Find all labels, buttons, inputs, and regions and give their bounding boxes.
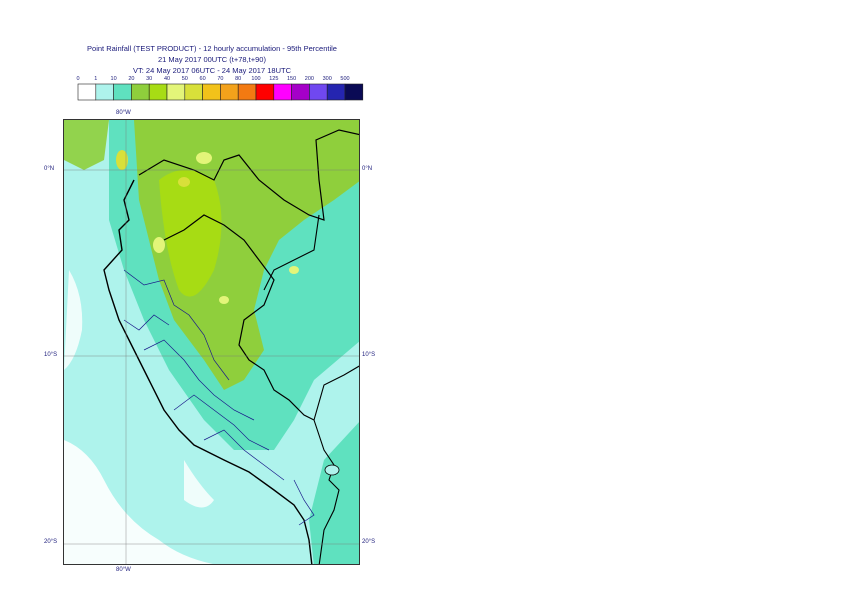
border-peru-bolivia <box>313 419 340 564</box>
dry-patch-coast <box>184 460 214 508</box>
legend-swatch <box>326 83 346 101</box>
legend-swatch <box>309 83 328 101</box>
coastline <box>103 179 313 564</box>
legend-swatch <box>148 83 168 101</box>
legend-label: 0 <box>76 76 79 82</box>
legend-swatch <box>291 83 310 101</box>
lon-label-top: 80°W <box>116 110 131 116</box>
map-title: Point Rainfall (TEST PRODUCT) - 12 hourl… <box>87 44 337 53</box>
base-time: 21 May 2017 00UTC (t+78,t+90) <box>158 55 266 64</box>
legend-swatch <box>344 83 364 101</box>
lake <box>324 464 340 476</box>
legend-label: 300 <box>323 76 332 82</box>
border-colombia-peru <box>263 214 320 291</box>
rain-spot <box>153 237 165 253</box>
rain-spot <box>219 296 229 304</box>
lat-label-left: 0°N <box>44 166 55 172</box>
legend-swatch <box>95 83 114 101</box>
border-brazil <box>313 365 359 421</box>
regional-boundary <box>293 479 315 526</box>
rain-spot <box>178 177 190 187</box>
legend-label: 1 <box>94 76 97 82</box>
legend-label: 60 <box>200 76 206 82</box>
legend-swatch <box>77 83 97 101</box>
legend-label: 70 <box>217 76 223 82</box>
rain-band-heavy <box>159 170 222 297</box>
legend-swatch <box>184 83 203 101</box>
legend-label: 50 <box>182 76 188 82</box>
rain-spot <box>196 152 212 164</box>
valid-time: VT: 24 May 2017 06UTC - 24 May 2017 18UT… <box>133 66 291 75</box>
rain-spot <box>289 266 299 274</box>
border-ecuador-colombia <box>138 129 359 221</box>
legend-swatch <box>220 83 239 101</box>
legend-label: 150 <box>287 76 296 82</box>
dry-patch-west <box>64 270 83 370</box>
legend-swatch <box>255 83 275 101</box>
legend-label: 30 <box>146 76 152 82</box>
rainfall-legend: 0 1 10 20 30 40 50 60 70 80 100 125 150 200 300 500 <box>76 76 364 101</box>
border-peru-north <box>163 214 315 421</box>
dry-patch-south <box>64 440 214 564</box>
regional-boundary <box>203 429 285 481</box>
lon-label-bottom: 80°W <box>116 567 131 573</box>
regional-boundary <box>143 339 255 421</box>
legend-label: 500 <box>340 76 349 82</box>
legend-label: 200 <box>305 76 314 82</box>
legend-label: 80 <box>235 76 241 82</box>
regional-boundary <box>173 394 270 451</box>
lat-label-right: 10°S <box>362 352 376 358</box>
map-frame <box>63 119 360 565</box>
legend-label: 20 <box>128 76 134 82</box>
legend-swatch <box>237 83 257 101</box>
lat-label-right: 0°N <box>362 166 373 172</box>
legend-swatch <box>113 83 132 101</box>
legend-label: 125 <box>269 76 278 82</box>
legend-label: 100 <box>251 76 260 82</box>
lat-label-left: 10°S <box>44 352 58 358</box>
lat-label-left: 20°S <box>44 539 58 545</box>
legend-label: 40 <box>164 76 170 82</box>
legend-swatch <box>166 83 186 101</box>
regional-boundary <box>123 314 170 331</box>
rain-spot <box>116 150 128 170</box>
legend-label: 10 <box>111 76 117 82</box>
rainfall-map <box>64 120 359 564</box>
lat-label-right: 20°S <box>362 539 376 545</box>
rain-band-nw <box>64 120 109 170</box>
legend-swatch <box>273 83 292 101</box>
legend-swatch <box>131 83 150 101</box>
legend-swatch <box>202 83 221 101</box>
